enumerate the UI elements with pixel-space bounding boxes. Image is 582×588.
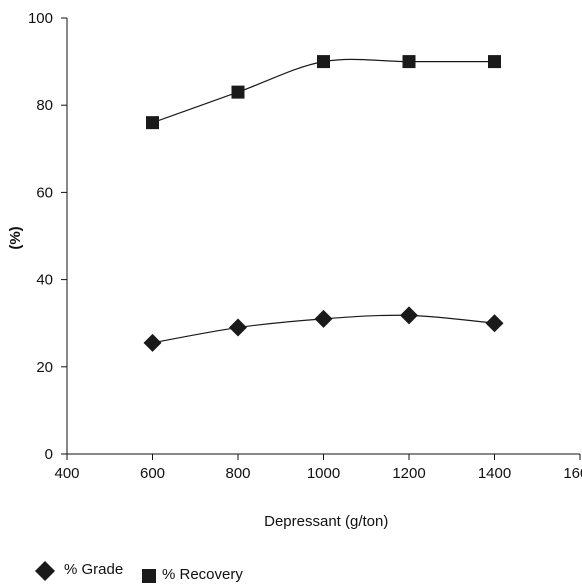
x-tick-label: 800 [225, 465, 250, 482]
legend-label-grade: % Grade [64, 561, 124, 578]
series-layer [143, 55, 504, 352]
x-tick-label: 1600 [563, 465, 582, 482]
data-point-recovery [488, 55, 501, 69]
y-tick-label: 0 [45, 446, 53, 463]
x-tick-label: 400 [54, 465, 79, 482]
x-tick-label: 1000 [307, 465, 340, 482]
y-tick-label: 80 [36, 97, 53, 114]
data-point-grade [143, 333, 162, 352]
diamond-marker-icon [35, 561, 55, 581]
series-line-recovery [152, 58, 495, 124]
x-tick-label: 600 [140, 465, 165, 482]
legend-label-recovery: % Recovery [162, 566, 243, 583]
data-point-recovery [231, 85, 245, 99]
data-point-recovery [317, 55, 330, 69]
y-tick-label: 20 [36, 359, 53, 376]
series-recovery [146, 55, 501, 130]
axes: 0 20 40 60 80 100 400 600 800 1000 1200 1400 1600 [28, 10, 582, 482]
x-tick-label: 1400 [478, 465, 511, 482]
y-tick-label: 60 [36, 184, 53, 201]
data-point-grade [229, 318, 247, 337]
data-point-grade [485, 314, 504, 333]
y-tick-label: 40 [36, 272, 53, 289]
y-tick-label: 100 [28, 10, 53, 27]
x-tick-label: 1200 [392, 465, 425, 482]
series-grade [143, 306, 504, 352]
data-point-recovery [402, 55, 416, 69]
square-marker-icon [142, 569, 156, 583]
data-point-recovery [146, 116, 159, 130]
data-point-grade [400, 306, 418, 325]
x-axis-title: Depressant (g/ton) [264, 513, 388, 530]
chart-svg: 0 20 40 60 80 100 400 600 800 1000 1200 1400 1600 De… [7, 10, 582, 530]
data-point-grade [314, 309, 333, 328]
y-axis-title: (%) [7, 226, 24, 249]
